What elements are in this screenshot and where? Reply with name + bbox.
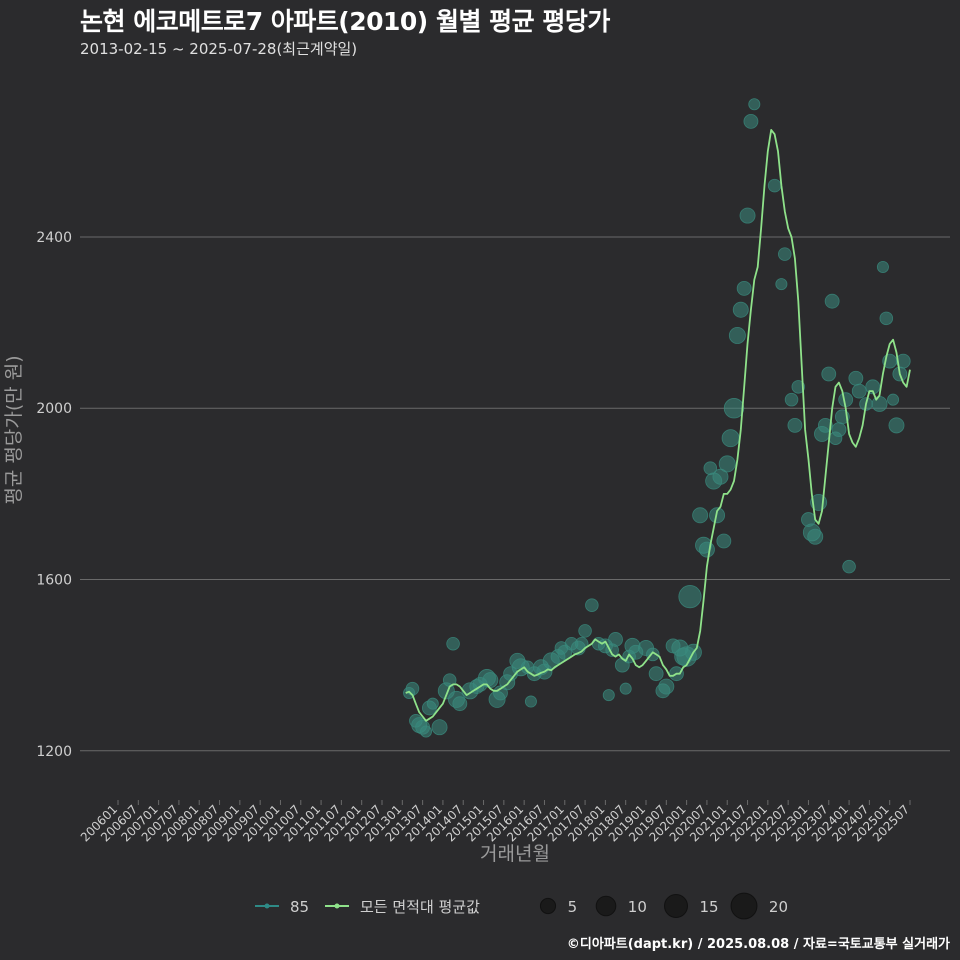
series-85-point <box>648 666 664 682</box>
series-85-point <box>778 247 792 261</box>
series-85-point <box>698 541 715 558</box>
series-85-point <box>619 682 632 695</box>
series-85-point <box>721 429 740 448</box>
series-85-point <box>608 632 623 647</box>
legend: 85 모든 면적대 평균값 5 10 15 20 <box>255 892 788 920</box>
y-tick-label: 2000 <box>36 401 72 417</box>
series-85-point <box>775 278 788 291</box>
legend-size-label: 15 <box>699 898 718 916</box>
series-85-point <box>879 311 894 326</box>
legend-size-20-circle <box>730 892 758 920</box>
chart-title: 논현 에코메트로7 아파트(2010) 월별 평균 평당가 <box>80 7 610 36</box>
legend-avg-swatch-dot <box>334 903 340 909</box>
series-85-point <box>888 417 905 434</box>
legend-size-label: 20 <box>769 898 788 916</box>
series-85-point <box>824 293 840 309</box>
series-85-point <box>723 398 745 419</box>
x-axis-ticks: 2006012006072007012007072008012008072009… <box>78 800 912 845</box>
series-85-point <box>524 695 537 708</box>
series-85-point <box>817 417 833 433</box>
series-85-point <box>692 507 709 524</box>
series-85-point <box>848 370 864 386</box>
series-85-point <box>716 533 732 549</box>
legend-size-15-circle <box>664 894 688 918</box>
legend-size-label: 10 <box>628 898 647 916</box>
series-85-point <box>787 417 803 433</box>
series-85-point <box>821 366 837 382</box>
series-85-point <box>791 380 806 394</box>
series-85-point <box>405 681 420 696</box>
series-85-point <box>678 585 702 609</box>
series-85-point <box>482 672 499 689</box>
series-85-point <box>602 689 615 702</box>
series-85-point <box>420 725 432 738</box>
series-85-point <box>851 383 867 399</box>
y-axis-label: 평균 평당가(만 원) <box>3 355 25 504</box>
series-85-point <box>452 696 468 712</box>
series-85-point <box>426 697 439 710</box>
average-line-layer <box>405 129 911 722</box>
average-line <box>405 129 911 722</box>
legend-85-label: 85 <box>290 898 309 916</box>
x-axis-label: 거래년월 <box>480 843 550 865</box>
footer-credit: ©디아파트(dapt.kr) / 2025.08.08 / 자료=국토교통부 실… <box>566 937 950 952</box>
series-85-point <box>784 392 799 407</box>
legend-avg-label: 모든 면적대 평균값 <box>360 898 480 916</box>
series-85-point <box>842 559 856 574</box>
series-85-point <box>574 636 589 651</box>
series-85-point <box>728 326 746 344</box>
series-85-bubbles <box>403 98 911 738</box>
series-85-point <box>712 468 729 485</box>
legend-85-swatch-dot <box>264 903 270 909</box>
chart-subtitle: 2013-02-15 ~ 2025-07-28(최근계약일) <box>80 40 358 58</box>
series-85-point <box>718 455 736 473</box>
series-85-point <box>876 260 889 273</box>
series-85-point <box>743 113 759 129</box>
series-85-point <box>748 98 761 111</box>
series-85-point <box>887 393 900 406</box>
grid-layer <box>80 236 950 752</box>
series-85-point <box>807 528 824 545</box>
y-tick-label: 2400 <box>36 230 72 246</box>
legend-size-5-circle <box>539 897 557 915</box>
series-85-point <box>578 624 592 638</box>
series-85-point <box>585 598 599 612</box>
series-85-point <box>895 353 911 369</box>
series-85-point <box>446 636 460 651</box>
y-tick-label: 1600 <box>36 573 72 589</box>
series-85-point <box>732 301 749 318</box>
legend-size-label: 5 <box>568 898 578 916</box>
y-axis-ticks: 1200 1600 2000 2400 <box>36 230 72 760</box>
y-tick-label: 1200 <box>36 744 72 760</box>
series-85-point <box>431 719 448 736</box>
legend-size-10-circle <box>595 895 617 917</box>
series-85-point <box>871 395 888 412</box>
series-85-point <box>658 678 675 695</box>
series-85-point <box>767 178 782 193</box>
series-85-point <box>831 422 847 438</box>
series-85-point <box>736 280 752 296</box>
series-85-point <box>739 207 756 224</box>
